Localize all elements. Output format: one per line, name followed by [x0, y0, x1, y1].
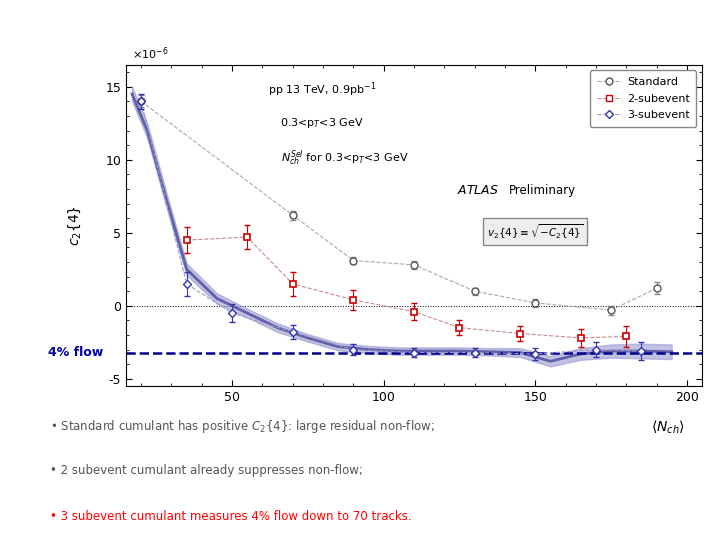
Text: $\mathit{ATLAS}$: $\mathit{ATLAS}$ [457, 184, 499, 197]
Text: • 3 subevent cumulant measures 4% flow down to 70 tracks.: • 3 subevent cumulant measures 4% flow d… [50, 510, 411, 523]
Text: $\times10^{-6}$: $\times10^{-6}$ [132, 45, 168, 62]
Text: $\langle N_{ch}\rangle$: $\langle N_{ch}\rangle$ [651, 418, 685, 436]
Text: 4% flow: 4% flow [48, 346, 104, 359]
Text: Preliminary: Preliminary [509, 184, 576, 197]
Text: • 2 subevent cumulant already suppresses non-flow;: • 2 subevent cumulant already suppresses… [50, 463, 362, 476]
Text: 0.3<p$_{T}$<3 GeV: 0.3<p$_{T}$<3 GeV [280, 116, 364, 130]
Legend: Standard, 2-subevent, 3-subevent: Standard, 2-subevent, 3-subevent [590, 70, 696, 127]
Text: 13 Te.V  pp:  comparison of three methods: 13 Te.V pp: comparison of three methods [108, 19, 554, 38]
Text: • Standard cumulant has positive $C_2\{4\}$: large residual non-flow;: • Standard cumulant has positive $C_2\{4… [50, 418, 434, 435]
Text: $c_2\{4\}$: $c_2\{4\}$ [66, 205, 83, 246]
Text: $v_2\{4\} \equiv \sqrt{-C_2\{4\}}$: $v_2\{4\} \equiv \sqrt{-C_2\{4\}}$ [487, 222, 583, 241]
Text: pp 13 TeV, 0.9pb$^{-1}$: pp 13 TeV, 0.9pb$^{-1}$ [268, 81, 376, 99]
Text: 9: 9 [680, 19, 691, 37]
Text: $N_{ch}^{Sel}$ for 0.3<p$_{T}$<3 GeV: $N_{ch}^{Sel}$ for 0.3<p$_{T}$<3 GeV [281, 148, 409, 168]
